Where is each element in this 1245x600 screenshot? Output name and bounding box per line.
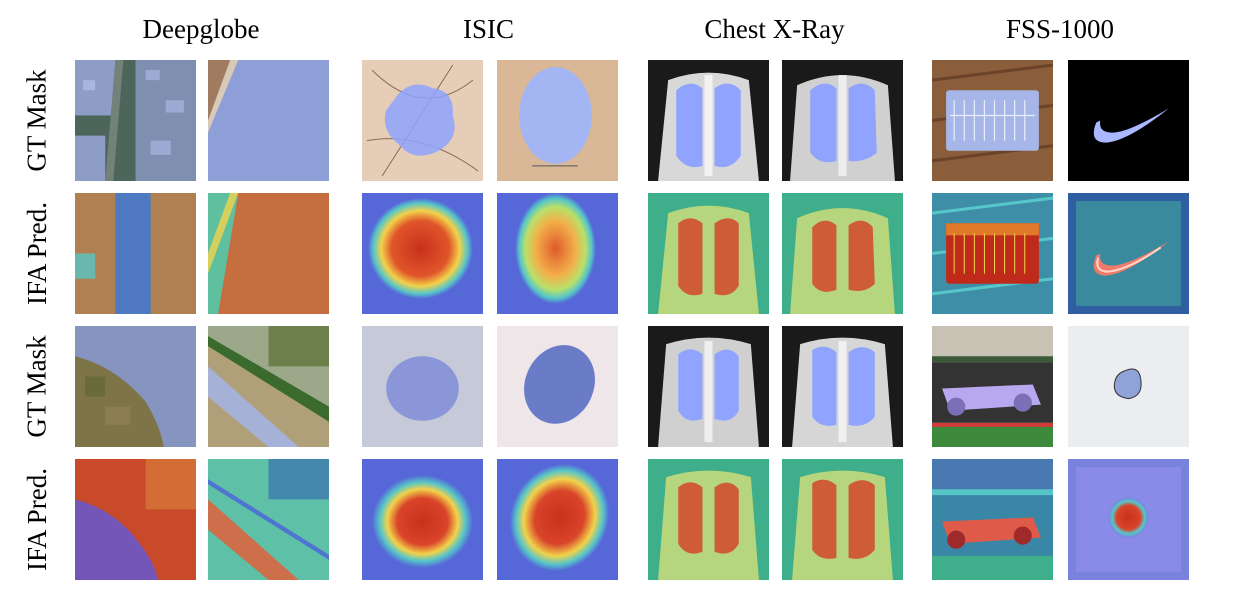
- row-label-gt-mask-2: GT Mask: [21, 334, 52, 438]
- column-title-deepglobe: Deepglobe: [142, 14, 260, 44]
- tile-fss-gt-4: [1068, 326, 1189, 447]
- tile-chest-pred-3: [648, 459, 769, 580]
- column-title-chest-xray: Chest X-Ray: [704, 14, 845, 44]
- row-label-gt-mask-1: GT Mask: [21, 68, 52, 172]
- tile-chest-gt-4: [782, 326, 903, 447]
- tile-isic-gt-1: [362, 60, 483, 181]
- tile-deepglobe-gt-3: [75, 326, 196, 447]
- tile-chest-pred-1: [648, 193, 769, 314]
- tile-deepglobe-pred-4: [208, 459, 329, 580]
- column-title-fss1000: FSS-1000: [1005, 14, 1115, 44]
- tile-isic-gt-4: [497, 326, 618, 447]
- tile-chest-pred-2: [782, 193, 903, 314]
- tile-fss-pred-2: [1068, 193, 1189, 314]
- column-title-isic: ISIC: [462, 14, 514, 44]
- tile-isic-pred-4: [497, 459, 618, 580]
- tile-isic-gt-3: [362, 326, 483, 447]
- tile-chest-pred-4: [782, 459, 903, 580]
- tile-fss-gt-2: [1068, 60, 1189, 181]
- tile-isic-pred-1: [362, 193, 483, 314]
- tile-isic-pred-3: [362, 459, 483, 580]
- tile-fss-gt-1: [932, 60, 1053, 181]
- row-label-ifa-pred-2: IFA Pred.: [21, 467, 52, 571]
- tile-chest-gt-1: [648, 60, 769, 181]
- tile-fss-gt-3: [932, 326, 1053, 447]
- tile-fss-pred-4: [1068, 459, 1189, 580]
- tile-deepglobe-gt-1: [75, 60, 196, 181]
- tile-isic-pred-2: [497, 193, 618, 314]
- tile-chest-gt-3: [648, 326, 769, 447]
- tile-deepglobe-gt-2: [208, 60, 329, 181]
- row-label-ifa-pred-1: IFA Pred.: [21, 201, 52, 305]
- tile-chest-gt-2: [782, 60, 903, 181]
- tile-isic-gt-2: [497, 60, 618, 181]
- tile-deepglobe-pred-1: [75, 193, 196, 314]
- tile-fss-pred-3: [932, 459, 1053, 580]
- tile-deepglobe-gt-4: [208, 326, 329, 447]
- tile-deepglobe-pred-3: [75, 459, 196, 580]
- tile-fss-pred-1: [932, 193, 1053, 314]
- tile-deepglobe-pred-2: [208, 193, 329, 314]
